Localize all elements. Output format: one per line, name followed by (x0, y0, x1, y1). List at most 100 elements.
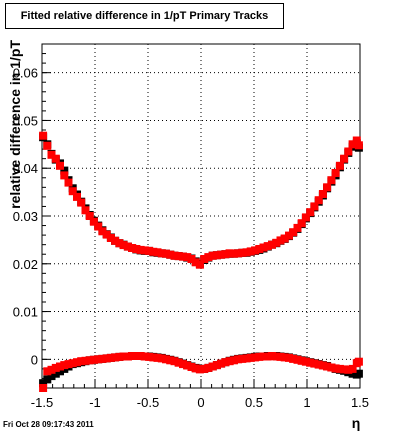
data-point-s1 (136, 245, 145, 254)
data-point-s1 (128, 244, 137, 252)
data-point-s1 (170, 251, 179, 260)
data-point-s1 (157, 249, 166, 258)
data-point-s3 (77, 357, 86, 366)
data-point-s3 (166, 356, 175, 365)
data-point-s3 (183, 361, 192, 370)
y-tick-label: 0.02 (13, 257, 38, 272)
x-tick-label: 1.5 (351, 395, 369, 410)
data-point-s1 (251, 246, 260, 255)
data-point-s1 (318, 190, 327, 198)
data-point-s1 (212, 251, 221, 260)
data-point-s1 (195, 260, 204, 269)
data-point-s3 (73, 358, 81, 367)
data-point-s3 (153, 353, 162, 362)
data-point-s3 (327, 363, 336, 372)
data-point-s3 (123, 352, 132, 361)
data-point-s1 (64, 178, 73, 187)
data-point-s1 (153, 248, 162, 257)
data-point-s3 (145, 352, 154, 361)
data-point-s1 (98, 227, 107, 236)
data-point-s1 (43, 141, 52, 150)
y-tick-label: 0.06 (13, 66, 38, 81)
data-point-s1 (73, 192, 81, 201)
data-point-s1 (272, 238, 281, 247)
x-tick-label: -1.5 (31, 395, 53, 410)
data-point-s3 (217, 359, 226, 368)
data-point-s3 (43, 367, 52, 376)
data-point-s1 (60, 171, 69, 180)
data-point-s3 (263, 352, 272, 361)
data-point-s3 (272, 352, 281, 361)
data-point-s3 (47, 365, 56, 374)
data-point-s1 (246, 247, 255, 256)
data-point-s3 (229, 356, 238, 365)
x-tick-label: 1 (303, 395, 310, 410)
data-point-s3 (268, 352, 276, 360)
y-tick-label: 0.05 (13, 113, 38, 128)
data-point-s3 (170, 357, 179, 366)
data-point-s1 (276, 236, 285, 245)
data-point-s3 (306, 358, 315, 367)
data-point-s3 (39, 384, 48, 392)
data-point-s3 (51, 363, 60, 372)
data-point-s3 (85, 356, 94, 365)
data-point-s1 (119, 241, 128, 250)
data-point-s1 (285, 231, 293, 240)
data-point-s3 (106, 353, 115, 362)
data-point-s1 (293, 223, 302, 232)
data-point-s1 (115, 239, 124, 248)
data-point-s3 (221, 358, 230, 367)
data-point-s1 (217, 250, 226, 259)
data-point-s1 (191, 258, 200, 267)
data-point-s3 (60, 361, 69, 370)
data-point-s3 (276, 352, 285, 361)
y-tick-label: 0 (31, 352, 38, 367)
y-tick-label: 0.03 (13, 209, 38, 224)
data-point-s1 (140, 246, 149, 255)
x-tick-label: 0.5 (245, 395, 263, 410)
data-point-s2 (51, 369, 60, 378)
data-point-s1 (183, 253, 192, 262)
data-point-s3 (348, 364, 357, 373)
data-point-s1 (166, 250, 175, 259)
data-point-s3 (119, 352, 128, 361)
data-point-s1 (255, 245, 264, 253)
data-point-s2 (47, 372, 56, 381)
data-point-s3 (174, 358, 183, 367)
data-point-s3 (293, 355, 302, 364)
x-axis-title: η (352, 415, 361, 431)
data-point-s2 (43, 375, 52, 384)
data-point-s3 (310, 359, 319, 368)
data-point-s3 (94, 355, 103, 364)
data-point-s3 (111, 353, 120, 362)
data-point-s3 (89, 355, 98, 364)
data-point-s1 (352, 136, 361, 145)
data-point-s1 (56, 161, 64, 170)
data-point-s3 (115, 352, 124, 361)
data-point-s3 (340, 365, 349, 374)
data-point-s3 (323, 362, 332, 371)
data-point-s3 (191, 364, 200, 373)
data-point-s3 (289, 354, 298, 363)
data-point-s3 (318, 361, 327, 370)
data-point-s1 (123, 242, 132, 251)
data-point-s1 (238, 248, 247, 257)
data-point-s1 (242, 248, 251, 257)
data-point-s3 (149, 353, 158, 362)
chart-title: Fitted relative difference in 1/pT Prima… (5, 3, 284, 29)
data-point-s3 (187, 363, 196, 371)
data-point-s3 (128, 352, 137, 360)
data-point-s1 (225, 249, 234, 258)
data-point-s1 (327, 176, 336, 185)
data-point-s2 (56, 367, 64, 376)
data-point-s1 (102, 230, 111, 239)
data-point-s1 (81, 206, 90, 215)
data-point-s1 (229, 249, 238, 258)
data-point-s1 (348, 140, 357, 149)
data-point-s1 (89, 217, 98, 226)
data-point-s0 (60, 166, 69, 175)
data-point-s3 (242, 354, 251, 363)
data-point-s1 (111, 236, 120, 245)
data-point-s3 (251, 353, 260, 362)
